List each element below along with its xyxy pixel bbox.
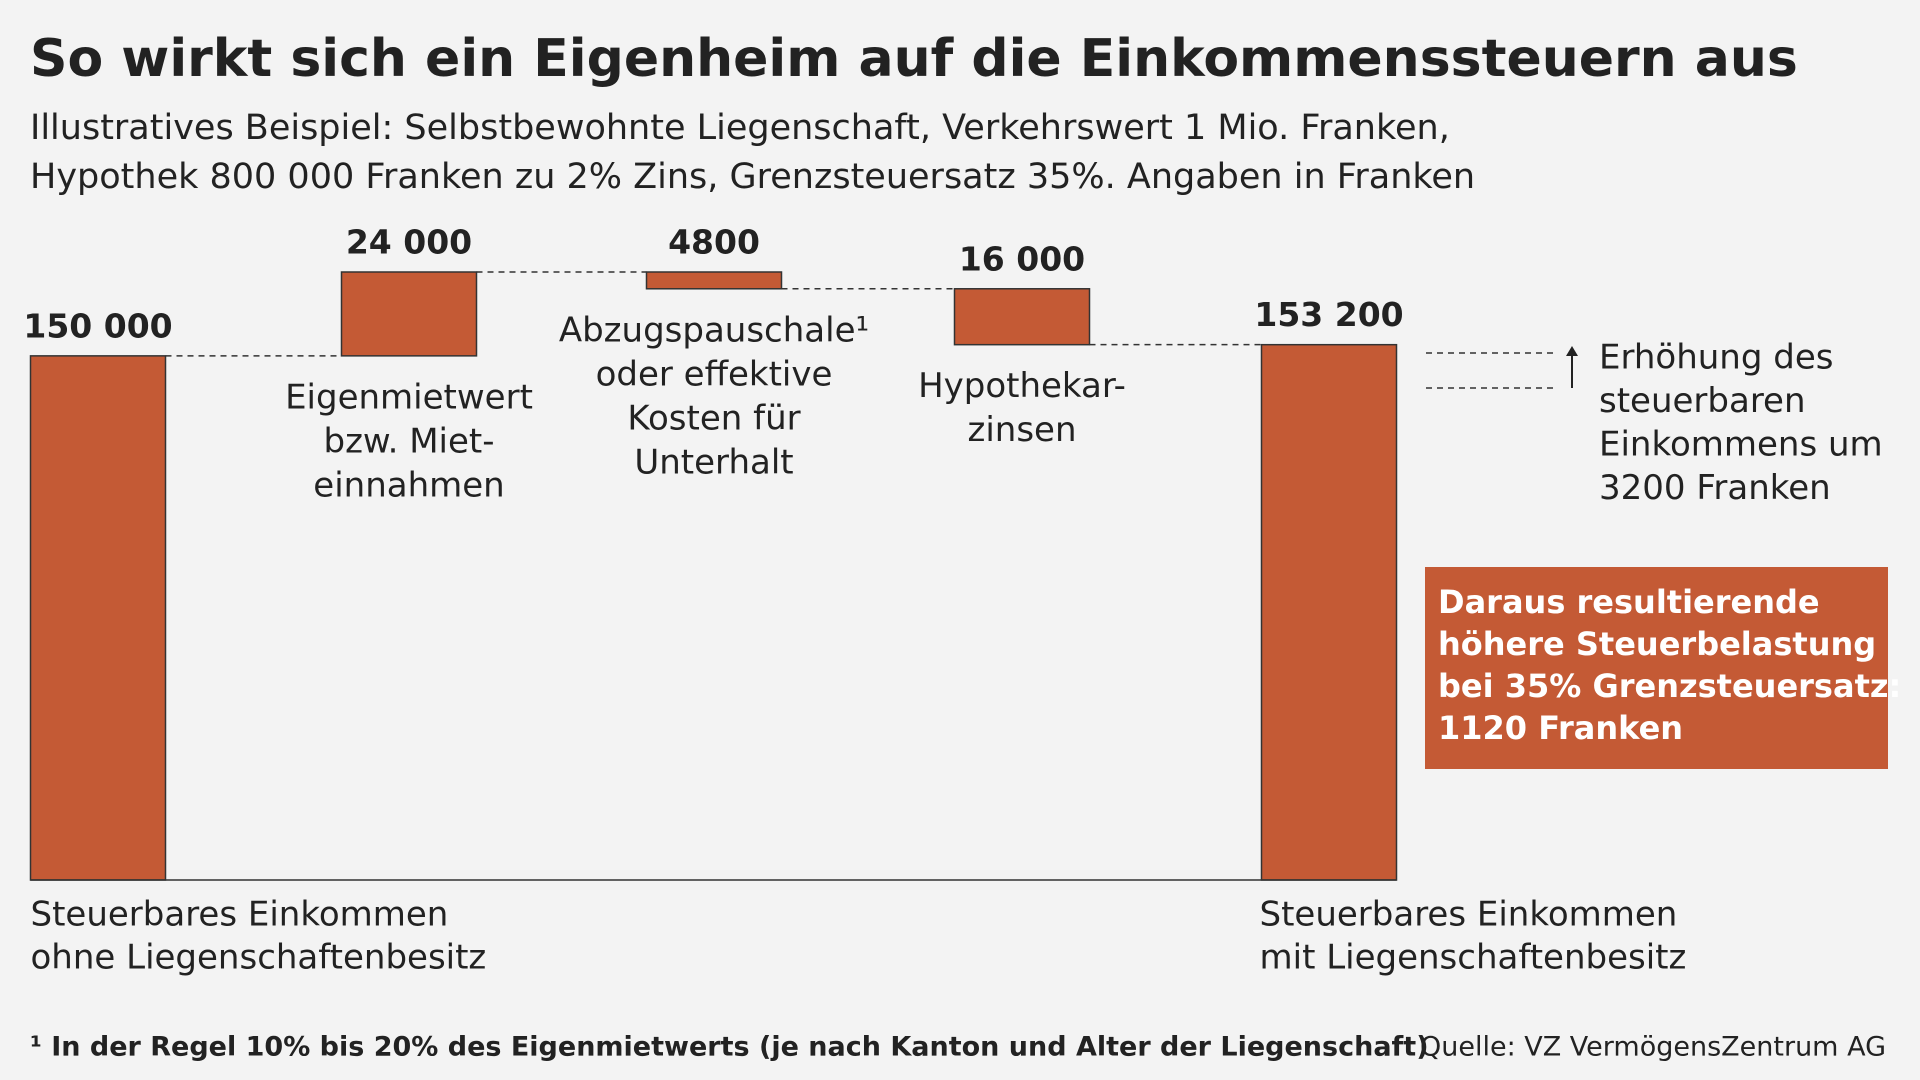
category-label: ohne Liegenschaftenbesitz	[31, 938, 487, 978]
category-label: oder effektive	[596, 354, 833, 394]
annotation: steuerbaren	[1599, 381, 1806, 421]
category-label: Steuerbares Einkommen	[1260, 895, 1678, 935]
category-label: Eigenmietwert	[285, 377, 533, 417]
category-label: Hypothekar-	[918, 366, 1126, 406]
callout-text: Daraus resultierende	[1438, 583, 1820, 621]
category-label: Steuerbares Einkommen	[31, 895, 449, 935]
callout-box	[1425, 567, 1888, 769]
callout-text: höhere Steuerbelastung	[1438, 625, 1876, 663]
category-label: Kosten für	[627, 398, 800, 438]
source: Quelle: VZ VermögensZentrum AG	[1420, 1032, 1886, 1063]
annotation: Einkommens um	[1599, 425, 1883, 465]
bar	[29, 355, 167, 881]
value-label: 153 200	[1254, 295, 1403, 334]
value-label: 150 000	[23, 306, 172, 345]
category-label: zinsen	[967, 410, 1076, 450]
annotation: 3200 Franken	[1599, 468, 1831, 508]
bar	[1260, 343, 1398, 881]
bar	[645, 271, 783, 290]
annotation-arrow-head	[1566, 346, 1578, 356]
value-label: 4800	[668, 223, 760, 262]
footnote: ¹ In der Regel 10% bis 20% des Eigenmiet…	[30, 1032, 1429, 1063]
category-label: bzw. Miet-	[323, 421, 494, 461]
value-label: 24 000	[346, 223, 472, 262]
bar	[340, 271, 478, 357]
category-label: einnahmen	[313, 465, 504, 505]
callout-text: 1120 Franken	[1438, 709, 1683, 747]
callout-text: bei 35% Grenzsteuersatz:	[1438, 667, 1901, 705]
value-label: 16 000	[959, 239, 1085, 278]
subtitle: Illustratives Beispiel: Selbstbewohnte L…	[30, 108, 1450, 148]
chart-title: So wirkt sich ein Eigenheim auf die Eink…	[30, 29, 1798, 89]
bar	[953, 288, 1091, 346]
subtitle: Hypothek 800 000 Franken zu 2% Zins, Gre…	[30, 157, 1475, 197]
category-label: mit Liegenschaftenbesitz	[1260, 938, 1687, 978]
annotation: Erhöhung des	[1599, 338, 1833, 378]
category-label: Abzugspauschale¹	[559, 310, 869, 350]
category-label: Unterhalt	[634, 442, 793, 482]
